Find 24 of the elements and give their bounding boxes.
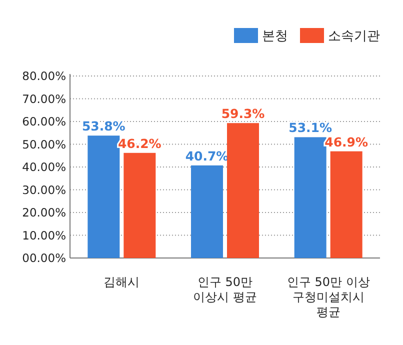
bar	[88, 136, 120, 258]
data-label: 40.7%	[185, 148, 230, 164]
x-tick-label: 인구 50만 이상 구청미설치시 평균	[286, 275, 370, 319]
y-tick-label: 60.00%	[22, 114, 66, 128]
bar	[294, 137, 326, 258]
y-tick-label: 80.00%	[22, 69, 66, 83]
data-label: 59.3%	[221, 106, 266, 122]
bar	[227, 123, 259, 258]
data-label: 53.8%	[82, 118, 126, 134]
y-tick-label: 70.00%	[22, 92, 66, 106]
y-tick-label: 10.00%	[22, 228, 66, 242]
data-label: 53.1%	[288, 120, 332, 136]
x-tick-label: 김해시	[104, 275, 140, 289]
bar	[124, 152, 156, 258]
y-tick-label: 30.00%	[22, 182, 66, 197]
bar	[191, 165, 223, 258]
legend-label: 소속기관	[328, 29, 380, 44]
y-tick-label: 50.00%	[22, 137, 66, 152]
x-tick-label: 인구 50만 이상시 평균	[193, 275, 257, 304]
y-tick-label: 00.00%	[22, 251, 66, 265]
bar	[330, 151, 362, 258]
y-tick-label: 20.00%	[22, 206, 66, 220]
legend-label: 본청	[262, 29, 288, 44]
y-tick-label: 40.00%	[22, 160, 66, 174]
